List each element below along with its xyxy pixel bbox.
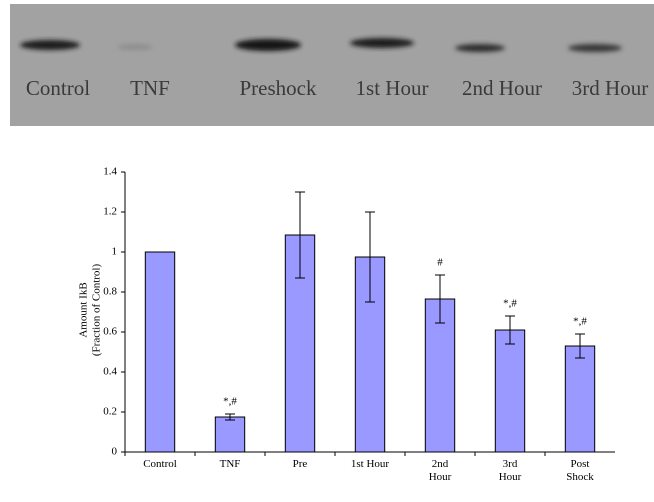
lane-label: 1st Hour bbox=[356, 76, 429, 100]
x-tick-label-box: Pre bbox=[292, 458, 308, 470]
y-tick-label: 0.8 bbox=[103, 286, 117, 298]
x-tick-label: Pre bbox=[292, 458, 308, 470]
x-tick-label: 3rd Hour bbox=[498, 458, 522, 483]
significance-label: *,# bbox=[573, 316, 587, 328]
bar bbox=[144, 251, 176, 453]
bar bbox=[424, 298, 456, 453]
x-tick-label-box: Control bbox=[143, 458, 177, 470]
significance-label: # bbox=[437, 257, 443, 269]
error-bar bbox=[505, 315, 515, 345]
x-tick-label: 2nd Hour bbox=[428, 458, 452, 483]
error-bar bbox=[295, 191, 305, 279]
y-tick-label: 1 bbox=[112, 246, 118, 258]
band bbox=[568, 44, 622, 52]
x-tick-label: Post Shock bbox=[566, 458, 594, 483]
y-tick-label: 0.2 bbox=[103, 406, 117, 418]
y-tick-label: 0.4 bbox=[103, 366, 117, 378]
western-blot: Control TNF Preshock 1st Hour 2nd Hour 3rd Ho… bbox=[10, 4, 654, 126]
x-tick-label: TNF bbox=[219, 458, 241, 470]
bar bbox=[564, 345, 596, 453]
error-bar bbox=[365, 211, 375, 303]
y-tick-label: 1.2 bbox=[103, 206, 117, 218]
x-tick-label-box: 1st Hour bbox=[350, 458, 390, 470]
x-tick-label: 1st Hour bbox=[350, 458, 390, 470]
lane-label: Preshock bbox=[240, 76, 317, 100]
error-bar bbox=[575, 333, 585, 359]
y-axis-label: Amount IkB bbox=[78, 282, 90, 337]
significance-label: *,# bbox=[503, 298, 517, 310]
x-tick-label: Control bbox=[143, 458, 177, 470]
band bbox=[350, 38, 414, 48]
error-bar bbox=[435, 274, 445, 324]
band bbox=[235, 39, 301, 51]
band bbox=[20, 40, 80, 50]
lane-label: 3rd Hour bbox=[572, 76, 648, 100]
bar bbox=[494, 329, 526, 453]
bar bbox=[214, 416, 246, 453]
y-tick-label: 0.6 bbox=[103, 326, 117, 338]
lane-label: Control bbox=[26, 76, 90, 100]
x-tick-label-box: 3rd Hour bbox=[498, 458, 522, 483]
band bbox=[455, 44, 505, 52]
blot-background bbox=[10, 4, 654, 126]
x-tick-label-box: 2nd Hour bbox=[428, 458, 452, 483]
y-axis-label: (Fraction of Control) bbox=[91, 264, 103, 357]
y-tick-label: 0 bbox=[112, 446, 118, 458]
lane-label: TNF bbox=[130, 76, 170, 100]
x-tick-label-box: Post Shock bbox=[566, 458, 594, 483]
significance-label: *,# bbox=[223, 396, 237, 408]
x-tick-label-box: TNF bbox=[219, 458, 241, 470]
y-tick-label: 1.4 bbox=[103, 166, 117, 178]
band bbox=[117, 44, 153, 50]
lane-label: 2nd Hour bbox=[462, 76, 542, 100]
error-bar bbox=[225, 413, 235, 421]
